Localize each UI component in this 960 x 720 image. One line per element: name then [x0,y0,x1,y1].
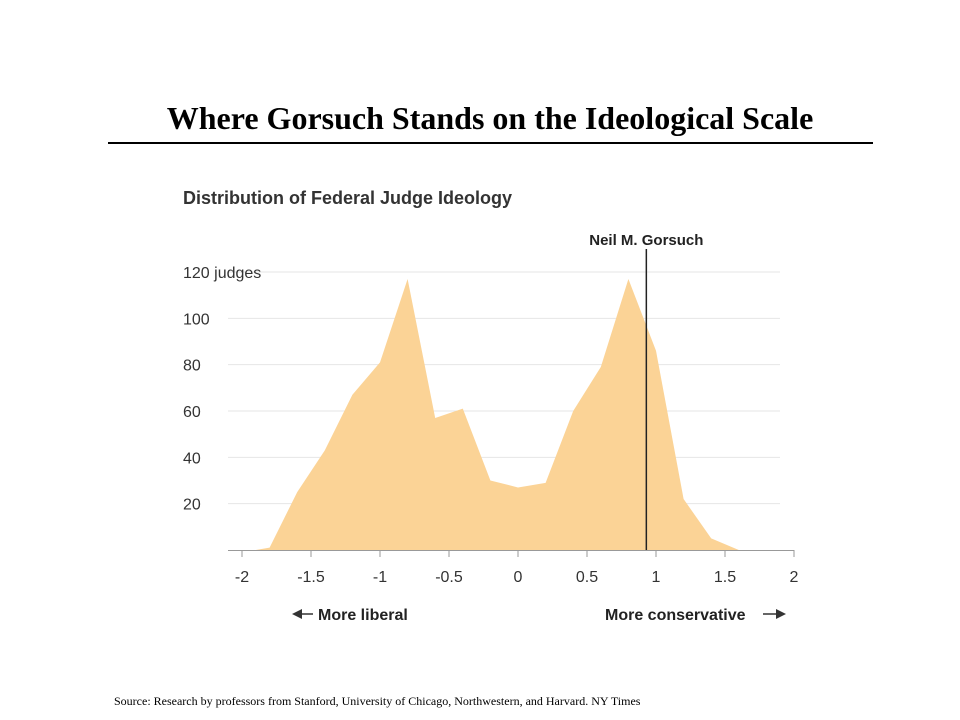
y-tick-label: 100 [183,311,210,328]
y-tick-label: 40 [183,450,201,467]
more-liberal-label: More liberal [318,607,408,624]
slide-title: Where Gorsuch Stands on the Ideological … [166,100,814,136]
source-note: Source: Research by professors from Stan… [114,694,641,708]
y-tick-label: 60 [183,404,201,421]
x-tick-label: -2 [235,569,249,586]
x-tick-label: 1.5 [714,569,736,586]
x-tick-label: -1.5 [297,569,325,586]
x-tick-label: -0.5 [435,569,463,586]
x-tick-label: 0 [514,569,523,586]
gorsuch-marker-label: Neil M. Gorsuch [589,232,703,249]
chart-title: Distribution of Federal Judge Ideology [183,188,513,208]
more-conservative-label: More conservative [605,607,746,624]
y-tick-label: 20 [183,497,201,514]
title-underline [108,142,873,144]
arrow-right-icon [776,609,786,619]
distribution-area [255,278,767,550]
y-tick-label: 80 [183,358,201,375]
arrow-left-icon [292,609,302,619]
x-tick-label: 2 [790,569,799,586]
x-tick-label: -1 [373,569,387,586]
x-tick-label: 1 [652,569,661,586]
x-tick-label: 0.5 [576,569,598,586]
y-tick-label: 120 judges [183,265,261,282]
